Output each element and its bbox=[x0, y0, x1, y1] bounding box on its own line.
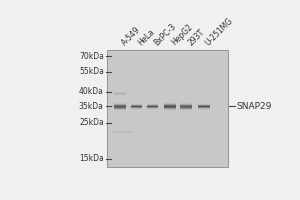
FancyBboxPatch shape bbox=[131, 104, 142, 105]
FancyBboxPatch shape bbox=[147, 104, 158, 105]
FancyBboxPatch shape bbox=[114, 104, 126, 105]
FancyBboxPatch shape bbox=[114, 106, 126, 107]
FancyBboxPatch shape bbox=[198, 106, 210, 107]
Text: A-549: A-549 bbox=[120, 25, 142, 47]
FancyBboxPatch shape bbox=[164, 103, 176, 104]
FancyBboxPatch shape bbox=[147, 105, 158, 106]
FancyBboxPatch shape bbox=[164, 109, 176, 110]
Text: HeLa: HeLa bbox=[136, 27, 156, 47]
FancyBboxPatch shape bbox=[181, 109, 192, 110]
FancyBboxPatch shape bbox=[114, 103, 126, 104]
FancyBboxPatch shape bbox=[181, 106, 192, 107]
FancyBboxPatch shape bbox=[164, 105, 176, 106]
Text: 40kDa: 40kDa bbox=[79, 87, 104, 96]
Text: SNAP29: SNAP29 bbox=[236, 102, 272, 111]
FancyBboxPatch shape bbox=[147, 108, 158, 109]
Text: 293T: 293T bbox=[186, 27, 206, 47]
FancyBboxPatch shape bbox=[147, 106, 158, 107]
FancyBboxPatch shape bbox=[198, 107, 210, 108]
FancyBboxPatch shape bbox=[147, 107, 158, 108]
FancyBboxPatch shape bbox=[147, 106, 158, 107]
FancyBboxPatch shape bbox=[114, 108, 126, 109]
FancyBboxPatch shape bbox=[113, 131, 132, 133]
FancyBboxPatch shape bbox=[114, 105, 126, 106]
Text: 55kDa: 55kDa bbox=[79, 67, 104, 76]
FancyBboxPatch shape bbox=[131, 107, 142, 108]
Text: 70kDa: 70kDa bbox=[79, 52, 104, 61]
FancyBboxPatch shape bbox=[198, 104, 210, 105]
FancyBboxPatch shape bbox=[181, 103, 192, 104]
FancyBboxPatch shape bbox=[107, 50, 228, 167]
FancyBboxPatch shape bbox=[198, 106, 210, 107]
FancyBboxPatch shape bbox=[181, 108, 192, 109]
FancyBboxPatch shape bbox=[198, 105, 210, 106]
Text: 35kDa: 35kDa bbox=[79, 102, 104, 111]
FancyBboxPatch shape bbox=[131, 106, 142, 107]
FancyBboxPatch shape bbox=[198, 108, 210, 109]
FancyBboxPatch shape bbox=[114, 109, 126, 110]
Text: BxPC-3: BxPC-3 bbox=[153, 22, 178, 47]
FancyBboxPatch shape bbox=[164, 106, 176, 107]
FancyBboxPatch shape bbox=[164, 108, 176, 109]
FancyBboxPatch shape bbox=[181, 107, 192, 108]
Text: 25kDa: 25kDa bbox=[79, 118, 104, 127]
FancyBboxPatch shape bbox=[181, 108, 192, 109]
FancyBboxPatch shape bbox=[114, 92, 126, 95]
FancyBboxPatch shape bbox=[131, 105, 142, 106]
FancyBboxPatch shape bbox=[131, 106, 142, 107]
FancyBboxPatch shape bbox=[114, 107, 126, 108]
Text: HepG2: HepG2 bbox=[170, 22, 195, 47]
FancyBboxPatch shape bbox=[181, 104, 192, 105]
FancyBboxPatch shape bbox=[164, 104, 176, 105]
FancyBboxPatch shape bbox=[164, 107, 176, 108]
Text: U-251MG: U-251MG bbox=[204, 16, 235, 47]
FancyBboxPatch shape bbox=[181, 105, 192, 106]
FancyBboxPatch shape bbox=[131, 108, 142, 109]
FancyBboxPatch shape bbox=[114, 108, 126, 109]
Text: 15kDa: 15kDa bbox=[79, 154, 104, 163]
